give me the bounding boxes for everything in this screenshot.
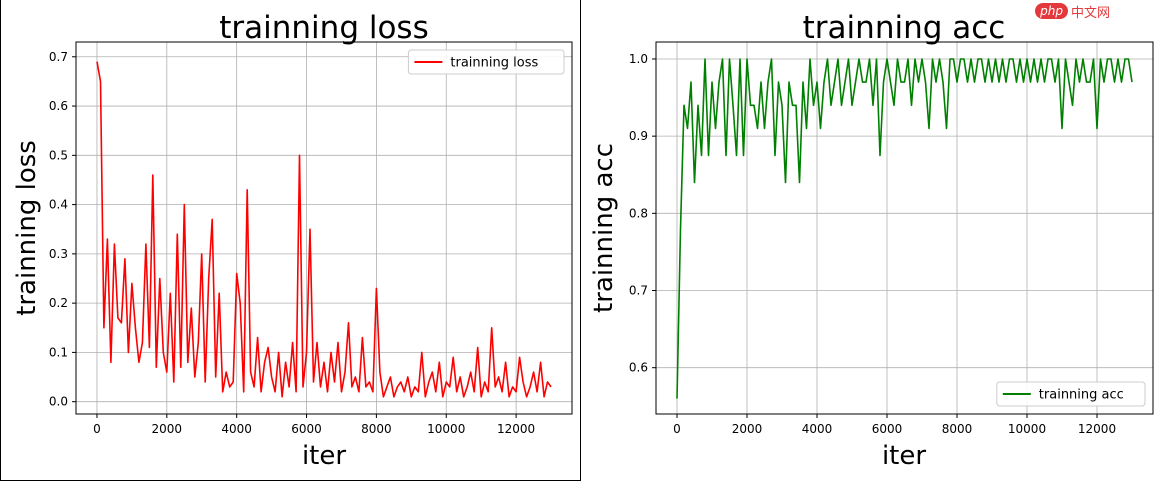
loss-chart: 0 2000 4000 6000 8000 10000 12000 0.0 0.1 0.2 0.3 0… (12, 10, 573, 471)
y-tick-label: 1.0 (629, 52, 648, 66)
x-tick-label: 2000 (732, 422, 763, 436)
series-line (676, 58, 1133, 399)
series-line (96, 61, 552, 398)
loss-chart-panel: 0 2000 4000 6000 8000 10000 12000 0.0 0.1 0.2 0.3 0… (0, 0, 580, 481)
y-tick-label: 0.1 (49, 345, 68, 359)
x-tick-label: 4000 (802, 422, 833, 436)
y-tick-label: 0.3 (49, 247, 68, 261)
x-tick-label: 10000 (427, 422, 465, 436)
x-tick-label: 12000 (1078, 422, 1116, 436)
x-tick-label: 12000 (497, 422, 535, 436)
y-axis-label: trainning loss (12, 140, 42, 316)
acc-chart-panel: 0 2000 4000 6000 8000 10000 12000 0.6 0.7 0.8 0.9 1… (582, 0, 1156, 481)
y-tick-label: 0.6 (629, 361, 648, 375)
y-tick-label: 0.8 (629, 206, 648, 220)
x-tick-label: 6000 (291, 422, 322, 436)
y-tick-label: 0.5 (49, 148, 68, 162)
y-tick-label: 0.7 (49, 50, 68, 64)
y-axis-label: trainning acc (589, 143, 619, 313)
watermark-badge: php (1035, 3, 1068, 19)
legend-box (407, 49, 565, 75)
x-tick-label: 4000 (221, 422, 252, 436)
panel-divider (580, 0, 581, 481)
x-tick-label: 0 (673, 422, 681, 436)
y-tick-label: 0.6 (49, 99, 68, 113)
x-tick-label: 8000 (361, 422, 392, 436)
x-axis-label: iter (882, 441, 926, 471)
y-tick-label: 0.9 (629, 129, 648, 143)
legend-label: trainning loss (450, 56, 538, 71)
x-axis-label: iter (302, 441, 346, 471)
chart-title: trainning acc (803, 10, 1006, 46)
watermark-text: 中文网 (1070, 5, 1110, 21)
chart-title: trainning loss (219, 10, 428, 46)
x-tick-label: 0 (93, 422, 101, 436)
y-tick-label: 0.0 (49, 395, 68, 409)
x-tick-label: 2000 (152, 422, 183, 436)
x-tick-label: 10000 (1008, 422, 1046, 436)
acc-chart: 0 2000 4000 6000 8000 10000 12000 0.6 0.7 0.8 0.9 1… (589, 10, 1154, 471)
plot-frame (75, 41, 573, 415)
y-tick-label: 0.7 (629, 284, 648, 298)
x-tick-label: 8000 (942, 422, 973, 436)
legend-box (996, 381, 1146, 407)
y-tick-label: 0.4 (49, 198, 68, 212)
legend-label: trainning acc (1039, 388, 1124, 403)
x-tick-label: 6000 (872, 422, 903, 436)
site-watermark: php 中文网 (1035, 2, 1110, 21)
y-tick-label: 0.2 (49, 296, 68, 310)
plot-frame (655, 41, 1154, 415)
